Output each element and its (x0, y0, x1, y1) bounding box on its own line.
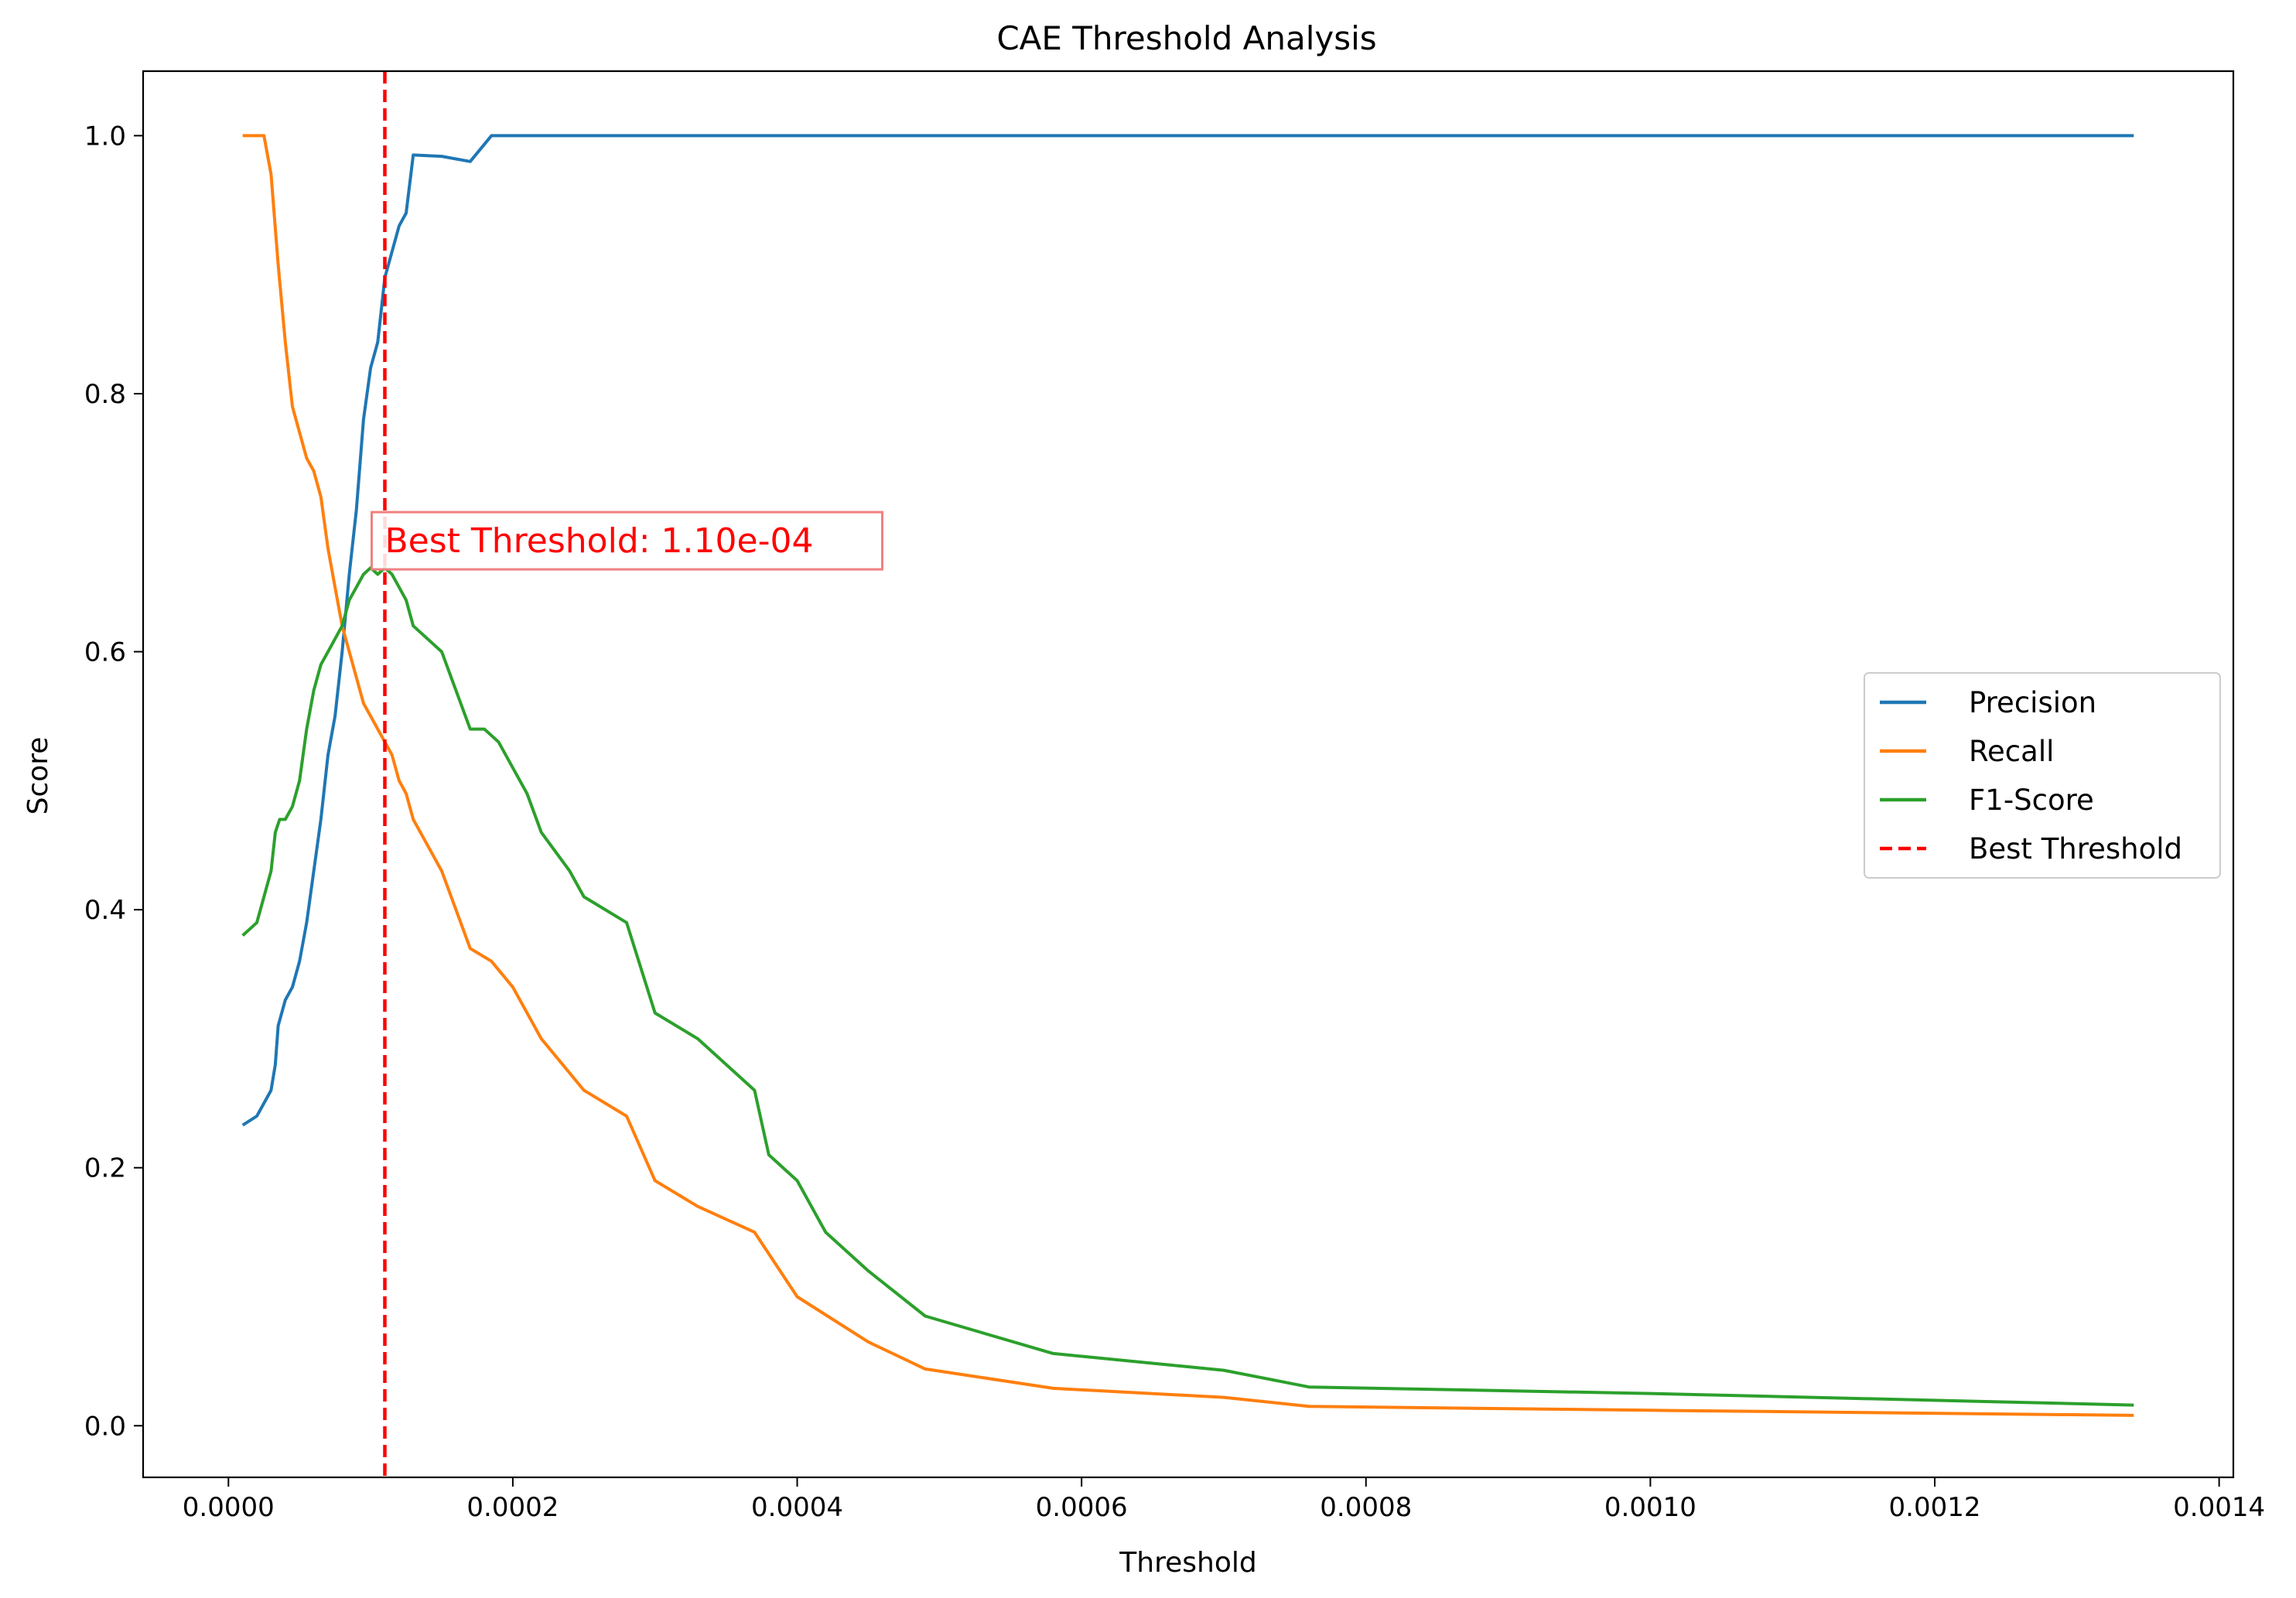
x-tick-label: 0.0008 (1320, 1492, 1412, 1523)
legend-label: Best Threshold (1969, 832, 2182, 866)
x-axis-ticks: 0.0000 0.0002 0.0004 0.0006 0.0008 0.0010 0.00… (183, 1477, 2265, 1523)
y-axis-ticks: 0.0 0.2 0.4 0.6 0.8 1.0 (84, 121, 143, 1442)
legend-frame (1864, 672, 2221, 879)
f1-score-line (241, 566, 2134, 1407)
y-tick-label: 0.2 (84, 1153, 126, 1184)
legend-label: Precision (1969, 686, 2096, 719)
y-tick-label: 0.6 (84, 637, 126, 668)
x-tick-label: 0.0002 (466, 1492, 559, 1523)
annotation-box (370, 510, 883, 571)
legend: Precision Recall F1-Score Best Threshold (1864, 672, 2221, 879)
precision-series (241, 134, 2134, 1127)
x-axis-label: Threshold (1119, 1547, 1256, 1579)
y-tick-label: 0.4 (84, 895, 126, 926)
y-tick-label: 0.0 (84, 1411, 126, 1442)
y-tick-label: 1.0 (84, 121, 126, 152)
chart-title: CAE Threshold Analysis (996, 19, 1376, 57)
legend-label: Recall (1969, 735, 2054, 768)
x-tick-label: 0.0012 (1889, 1492, 1981, 1523)
recall-series (242, 134, 2134, 1417)
series-layer (241, 71, 2134, 1477)
legend-label: F1-Score (1969, 784, 2094, 817)
precision-line (241, 134, 2134, 1127)
x-tick-label: 0.0010 (1604, 1492, 1696, 1523)
legend-item-recall: Recall (1880, 735, 2054, 768)
y-axis-label: Score (22, 737, 54, 815)
y-tick-label: 0.8 (84, 379, 126, 410)
x-tick-label: 0.0014 (2173, 1492, 2265, 1523)
plot-border (142, 70, 2235, 1479)
x-tick-label: 0.0006 (1036, 1492, 1128, 1523)
best-threshold-annotation: Best Threshold: 1.10e-04 (370, 510, 883, 571)
legend-item-f1-score: F1-Score (1880, 784, 2094, 817)
recall-line (242, 134, 2134, 1417)
x-tick-label: 0.0004 (751, 1492, 843, 1523)
x-tick-label: 0.0000 (183, 1492, 275, 1523)
annotation-text: Best Threshold: 1.10e-04 (384, 521, 813, 561)
f1-score-series (241, 566, 2134, 1407)
legend-item-precision: Precision (1880, 686, 2096, 719)
legend-item-best-threshold: Best Threshold (1880, 832, 2182, 866)
annotation-layer: Best Threshold: 1.10e-04 (370, 510, 883, 571)
